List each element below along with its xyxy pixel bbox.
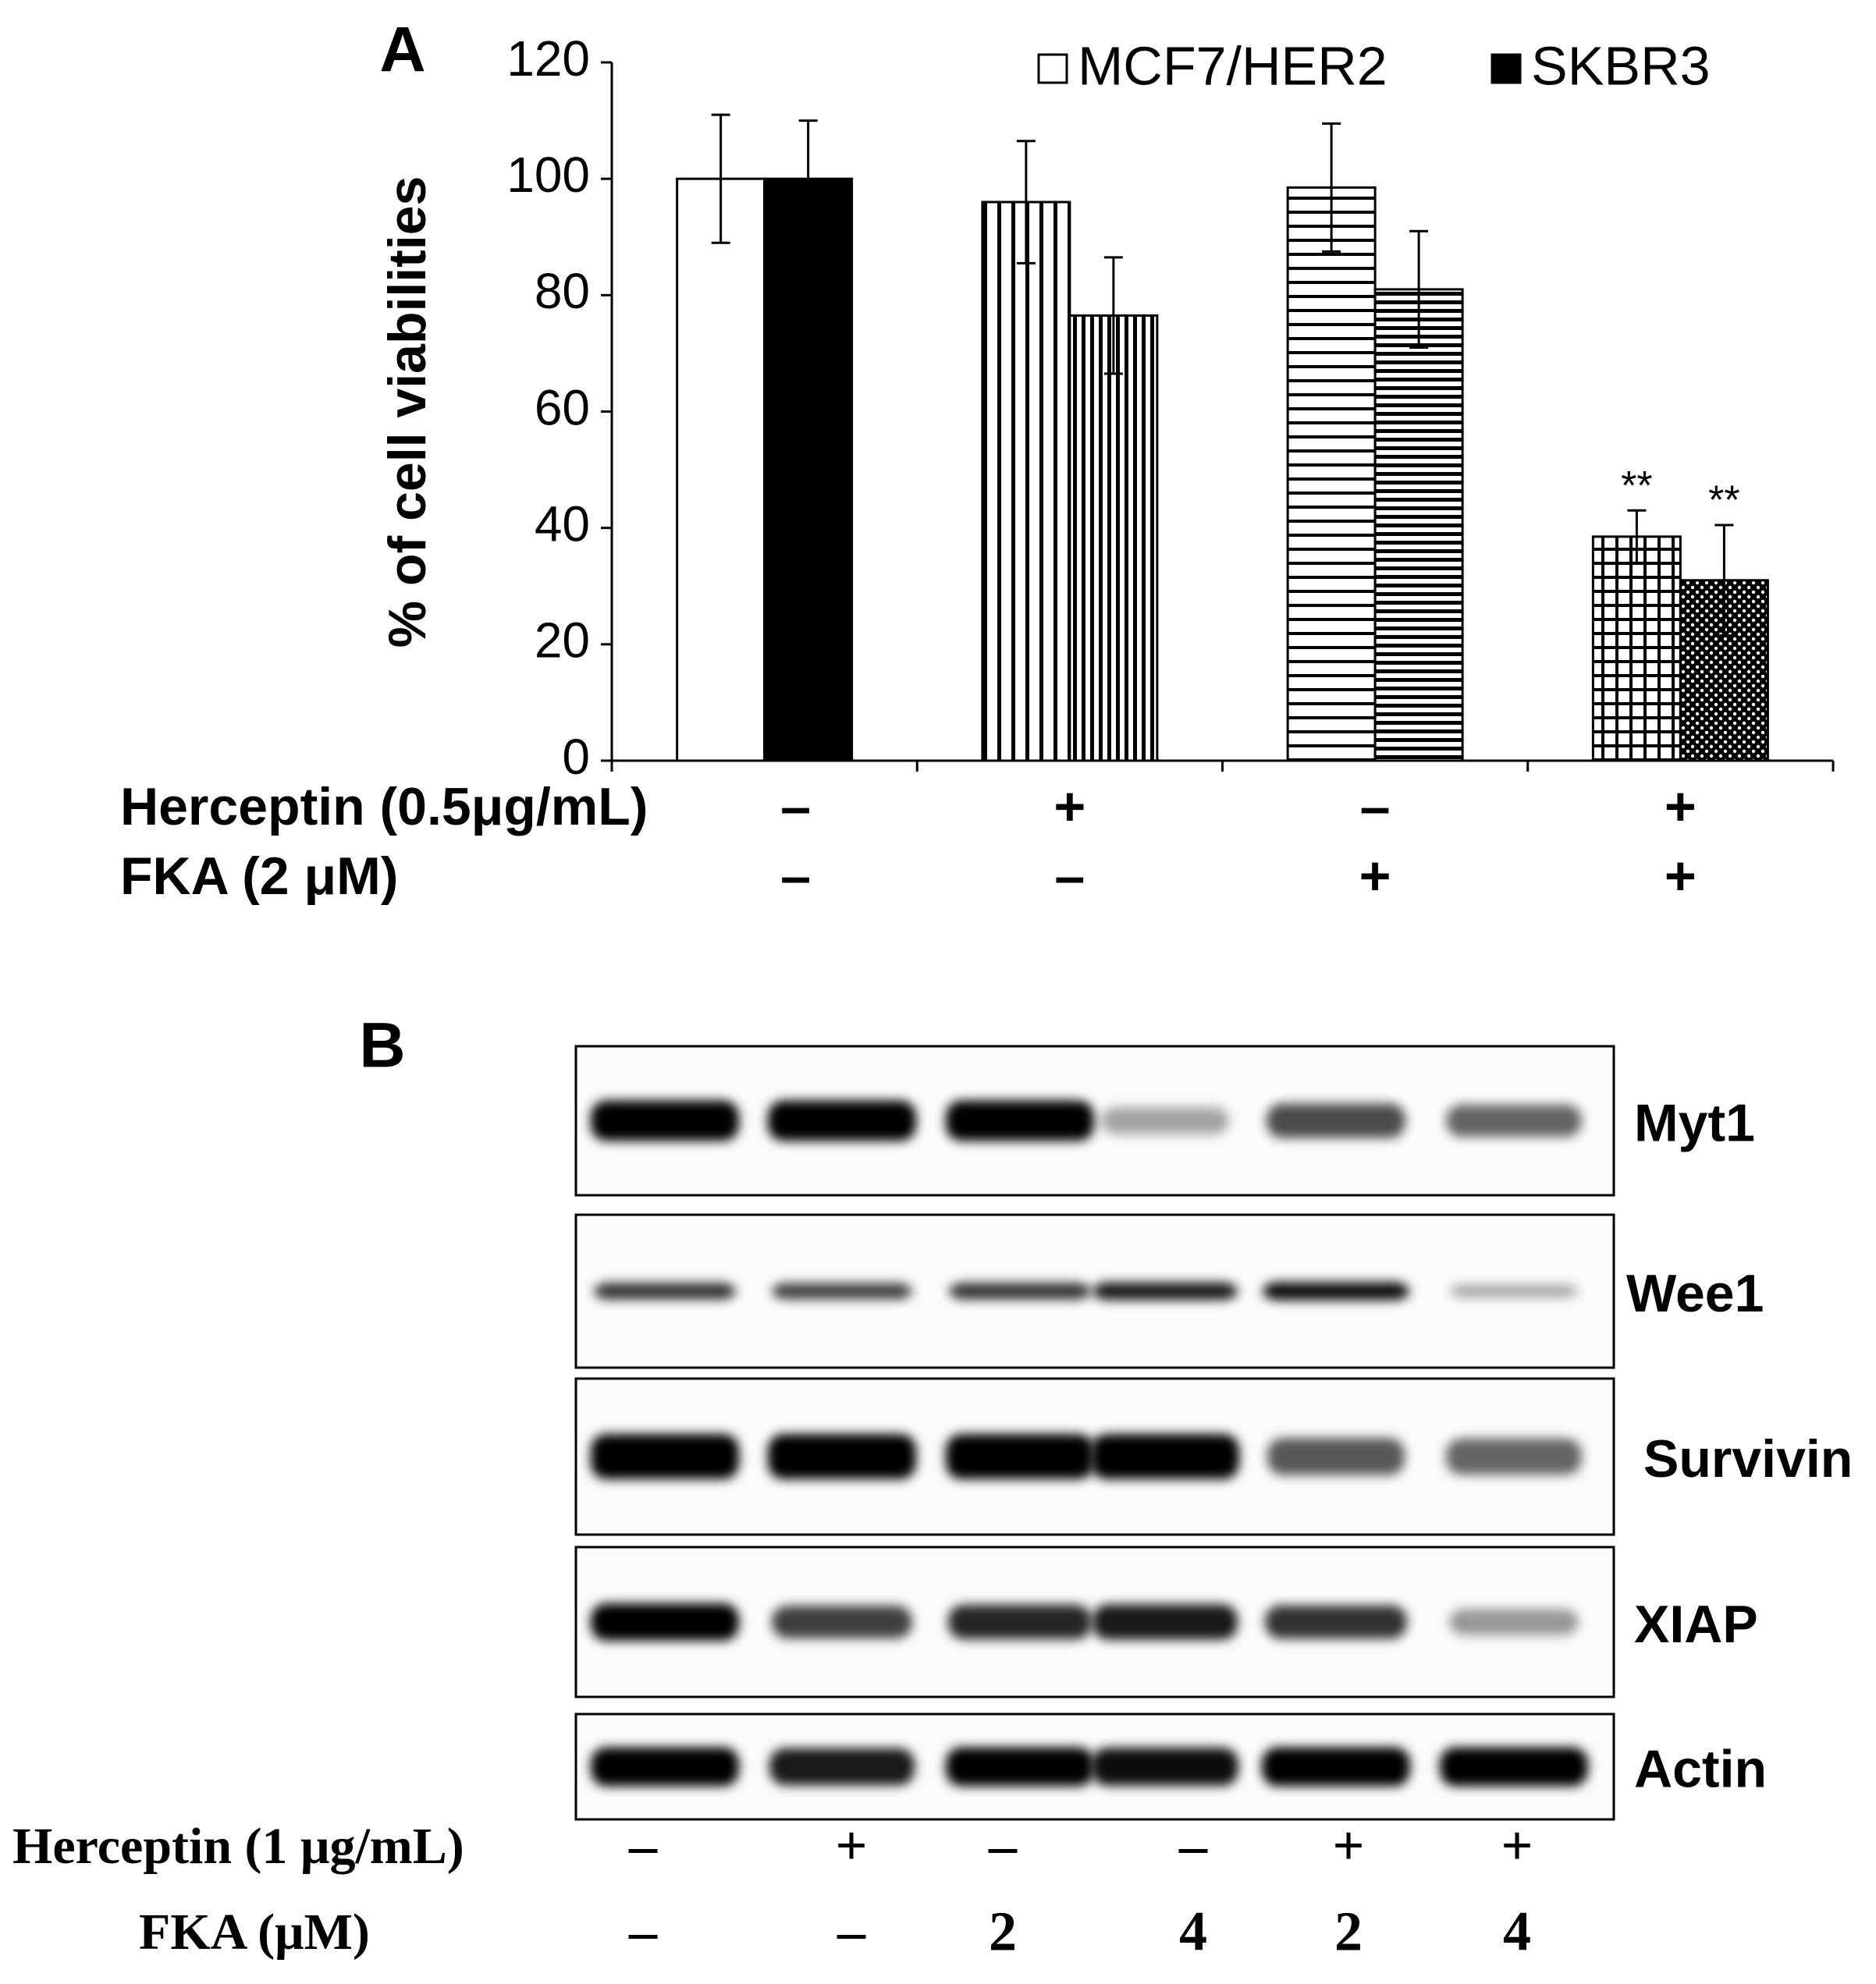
y-axis-label: % of cell viabilities	[378, 176, 437, 648]
y-tick-label: 80	[535, 263, 590, 319]
treatment-label: FKA (μM)	[139, 1904, 370, 1961]
y-tick-label: 40	[535, 496, 590, 552]
treatment-sign: –	[837, 1901, 866, 1963]
blot-band	[772, 1283, 912, 1300]
blot-band	[1101, 1106, 1229, 1135]
blot-label: XIAP	[1634, 1595, 1758, 1654]
y-tick-label: 100	[506, 147, 590, 203]
treatment-label: Herceptin (1 μg/mL)	[12, 1818, 464, 1875]
blot-band	[591, 1434, 739, 1479]
blot-band	[769, 1748, 915, 1786]
treatment-sign: +	[1332, 1815, 1364, 1877]
y-tick-label: 0	[562, 729, 590, 785]
blot-band	[946, 1434, 1094, 1479]
blot-band	[1263, 1282, 1409, 1301]
bar	[763, 177, 854, 762]
blot-band	[1446, 1438, 1582, 1475]
treatment-sign: 2	[989, 1901, 1017, 1963]
legend-swatch	[1490, 53, 1522, 84]
treatment-sign: 4	[1179, 1901, 1207, 1963]
y-tick-label: 60	[535, 379, 590, 435]
blot-band	[591, 1603, 739, 1641]
bar	[1591, 535, 1682, 762]
treatment-sign: +	[1665, 775, 1697, 836]
bar	[981, 201, 1071, 762]
treatment-sign: –	[628, 1815, 658, 1877]
blot-band	[1446, 1104, 1582, 1138]
blot-band	[591, 1747, 739, 1787]
blot-band	[1265, 1605, 1407, 1639]
y-tick-label: 20	[535, 612, 590, 669]
blot-band	[1093, 1282, 1238, 1301]
blot-band	[1092, 1748, 1238, 1786]
blot-band	[772, 1606, 912, 1638]
treatment-label: Herceptin (0.5μg/mL)	[120, 777, 648, 836]
treatment-sign: –	[1178, 1815, 1208, 1877]
treatment-sign: +	[1665, 845, 1697, 906]
legend-label: MCF7/HER2	[1078, 35, 1387, 96]
blot-label: Wee1	[1626, 1264, 1764, 1323]
treatment-sign: –	[780, 775, 811, 836]
treatment-sign: –	[628, 1901, 658, 1963]
blot-band	[1093, 1604, 1238, 1640]
blot-band	[1449, 1609, 1579, 1635]
treatment-sign: +	[1501, 1815, 1533, 1877]
significance-marker: **	[1708, 478, 1739, 524]
treatment-sign: –	[1054, 845, 1085, 906]
blot-band	[1440, 1747, 1588, 1787]
blot-label: Myt1	[1634, 1093, 1755, 1152]
y-tick-label: 120	[506, 30, 590, 87]
treatment-sign: +	[835, 1815, 867, 1877]
blot-band	[948, 1604, 1092, 1640]
panel-label: A	[379, 15, 425, 86]
blot-band	[949, 1283, 1091, 1300]
bar	[1068, 314, 1159, 762]
significance-marker: **	[1621, 463, 1652, 509]
treatment-sign: –	[988, 1815, 1018, 1877]
bar	[1286, 186, 1377, 762]
blot-band	[1091, 1434, 1239, 1479]
legend-label: SKBR3	[1531, 35, 1711, 96]
blot-band	[591, 1100, 739, 1141]
blot-band	[946, 1100, 1094, 1141]
blot-band	[946, 1747, 1094, 1787]
treatment-sign: 4	[1503, 1901, 1531, 1963]
bar	[1373, 288, 1464, 762]
blot-band	[1267, 1438, 1405, 1475]
blot-band	[1450, 1284, 1578, 1298]
blot-band	[768, 1434, 916, 1479]
legend-swatch	[1037, 53, 1068, 84]
blot-band	[768, 1100, 916, 1141]
treatment-sign: 2	[1334, 1901, 1363, 1963]
blot-label: Actin	[1634, 1739, 1767, 1798]
blot-band	[594, 1283, 736, 1300]
panel-label: B	[359, 1010, 405, 1081]
blot-band	[1262, 1747, 1410, 1787]
treatment-sign: –	[1360, 775, 1391, 836]
treatment-sign: –	[780, 845, 811, 906]
treatment-label: FKA (2 μM)	[120, 846, 398, 906]
treatment-sign: +	[1053, 775, 1085, 836]
bar	[676, 177, 766, 762]
blot-label: Survivin	[1643, 1429, 1853, 1489]
treatment-sign: +	[1359, 845, 1391, 906]
blot-frame	[574, 1045, 1615, 1197]
blot-band	[1267, 1103, 1405, 1138]
